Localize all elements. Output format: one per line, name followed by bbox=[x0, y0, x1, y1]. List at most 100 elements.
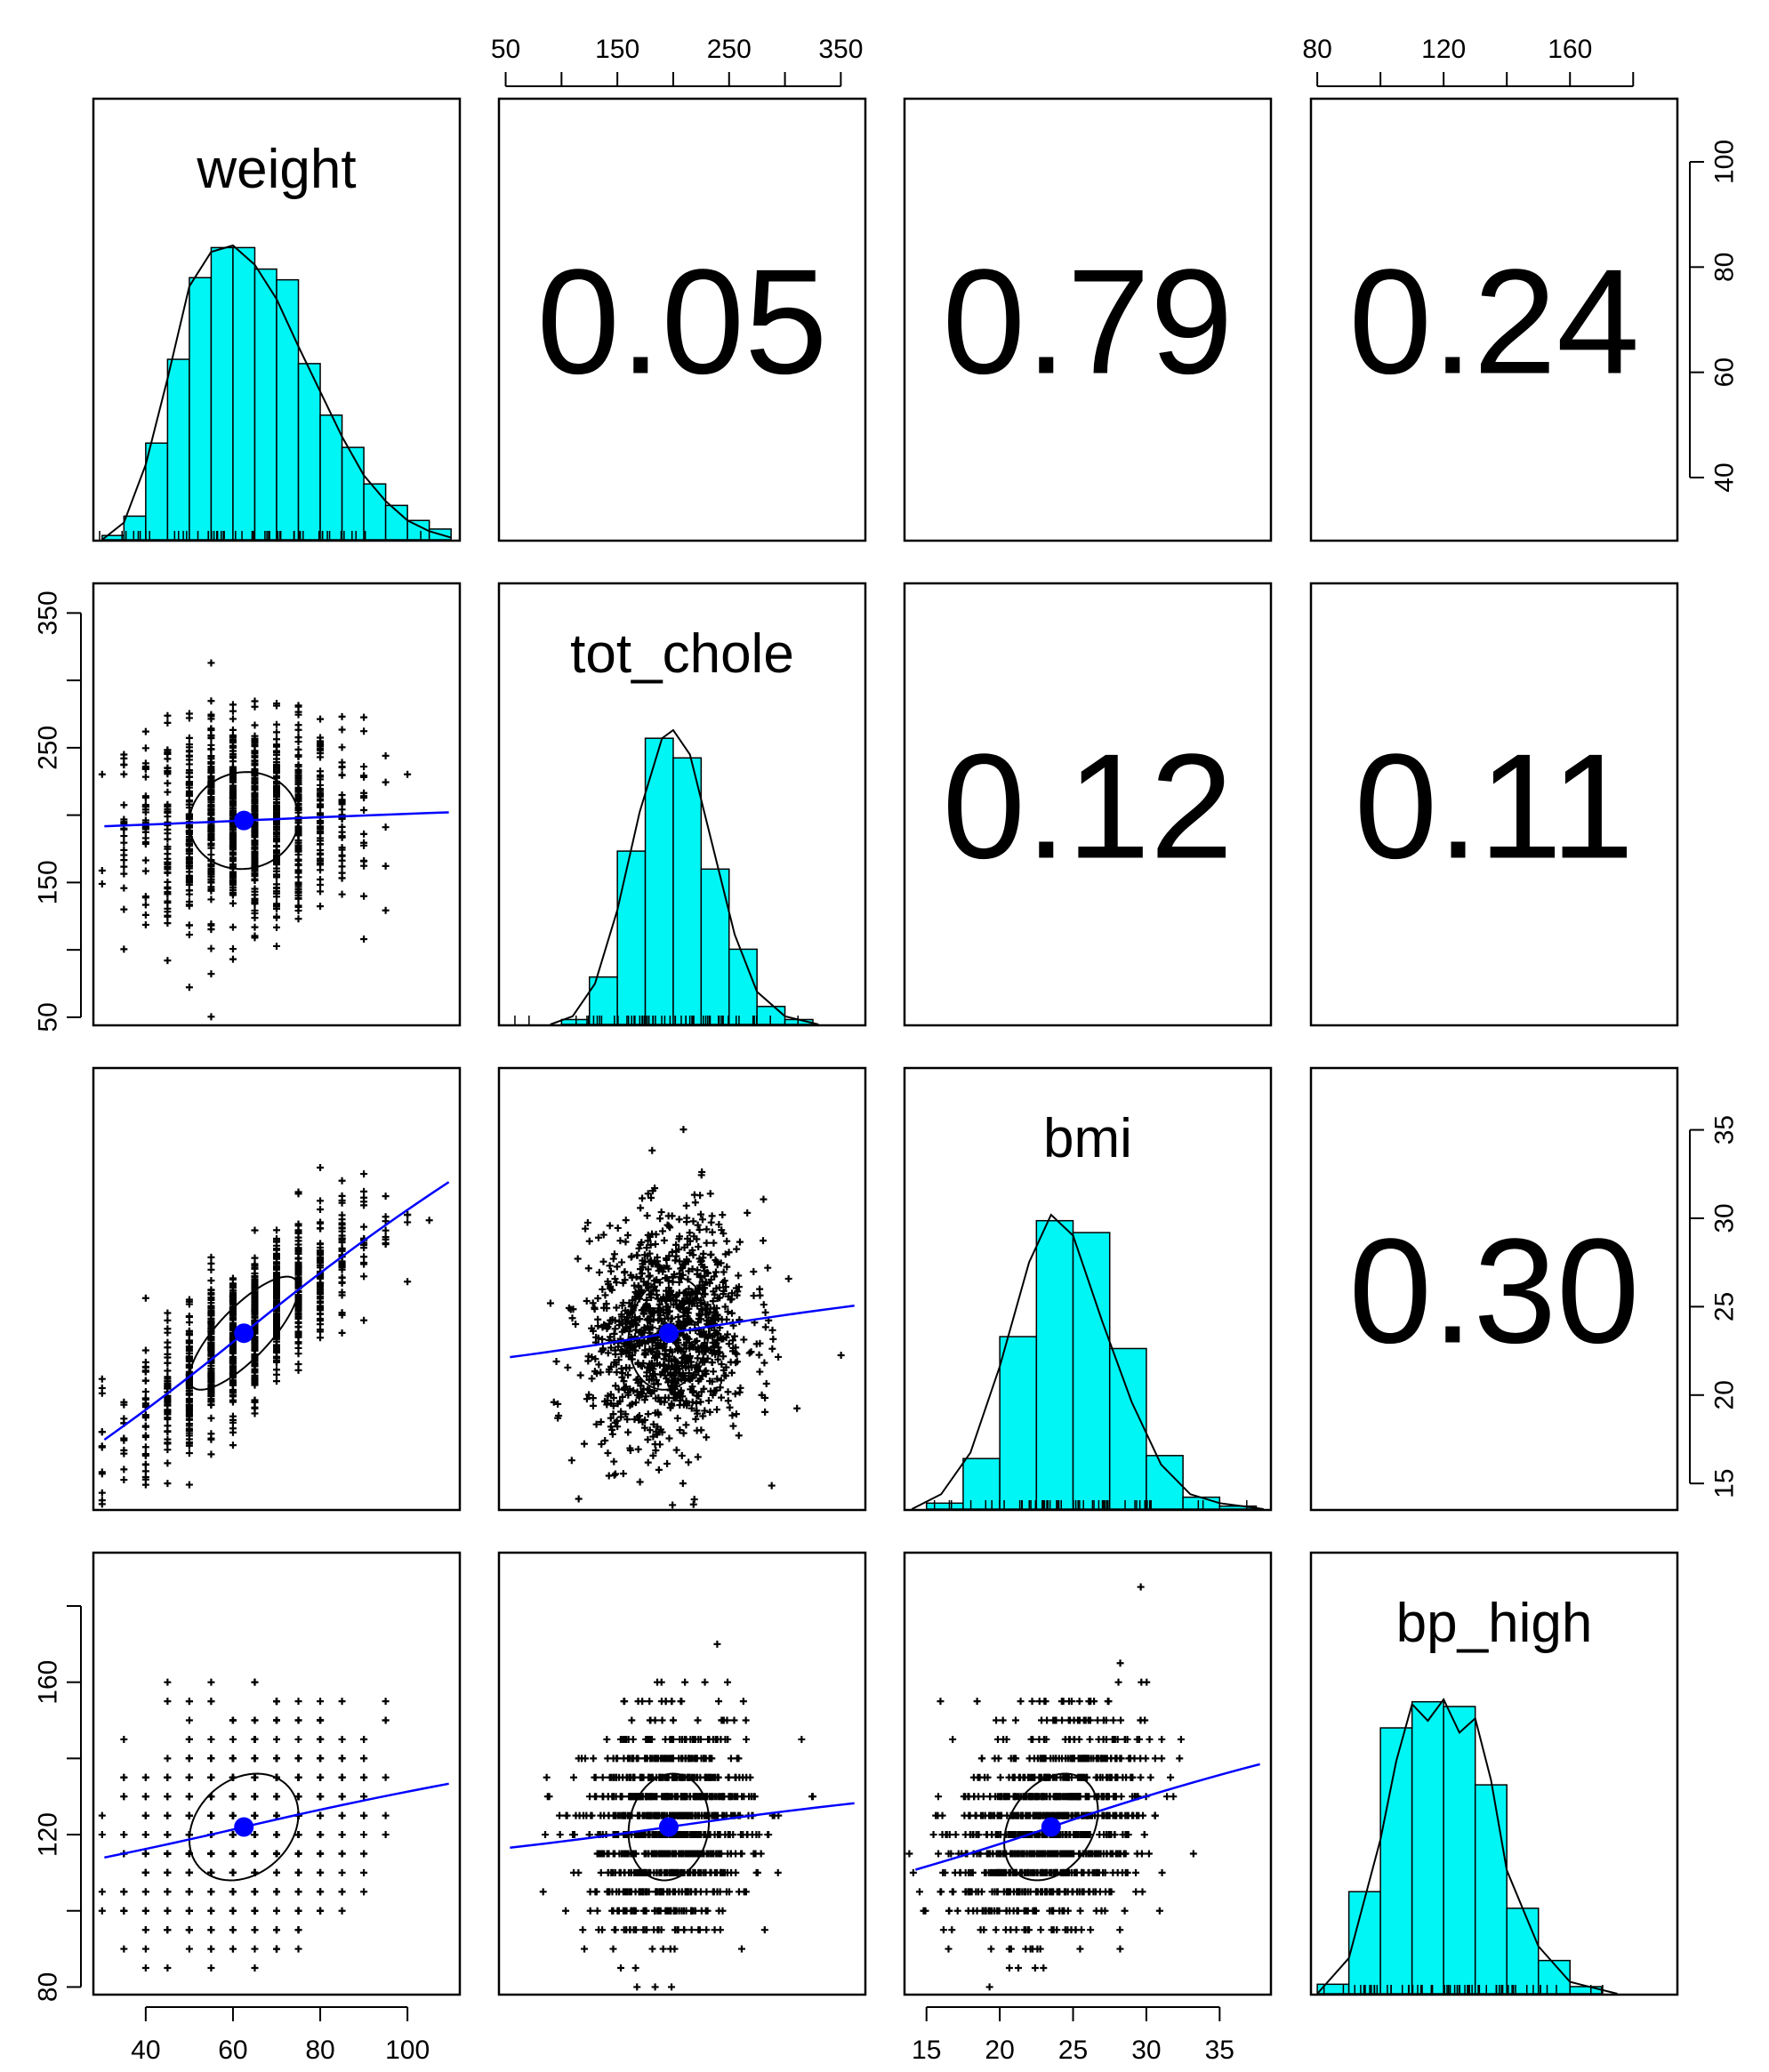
data-point bbox=[207, 1450, 215, 1458]
data-point bbox=[273, 1926, 280, 1934]
data-point bbox=[654, 1678, 662, 1686]
data-point bbox=[98, 1443, 106, 1451]
data-point bbox=[404, 770, 412, 778]
data-point bbox=[185, 1329, 193, 1337]
data-point bbox=[576, 1371, 584, 1379]
data-point bbox=[731, 1332, 739, 1340]
data-point bbox=[382, 1831, 390, 1839]
data-point bbox=[164, 1350, 172, 1358]
data-point bbox=[598, 1347, 606, 1355]
data-point bbox=[229, 1412, 237, 1420]
data-point bbox=[686, 1229, 694, 1237]
data-point bbox=[185, 1313, 193, 1321]
data-point bbox=[618, 1373, 626, 1381]
data-point bbox=[687, 1404, 696, 1412]
data-point bbox=[784, 1274, 792, 1282]
data-point bbox=[609, 1394, 617, 1401]
data-point bbox=[185, 734, 193, 742]
data-point bbox=[655, 1315, 663, 1323]
data-point bbox=[294, 1888, 302, 1896]
data-point bbox=[207, 833, 215, 841]
panel-frame bbox=[92, 1551, 462, 1996]
data-point bbox=[708, 1212, 716, 1220]
data-point bbox=[317, 846, 325, 854]
data-point bbox=[584, 1357, 592, 1365]
data-point bbox=[708, 1358, 716, 1366]
histogram-bar bbox=[728, 948, 758, 1025]
data-point bbox=[619, 1320, 627, 1328]
data-point bbox=[317, 1831, 325, 1839]
data-point bbox=[603, 1325, 611, 1333]
data-point bbox=[207, 839, 215, 847]
histogram-bar bbox=[319, 414, 343, 541]
data-point bbox=[736, 1384, 744, 1392]
data-point bbox=[338, 712, 346, 720]
data-point bbox=[655, 1410, 663, 1418]
data-point bbox=[251, 1793, 259, 1801]
data-point bbox=[273, 923, 280, 931]
mean-point bbox=[658, 1323, 679, 1344]
data-point bbox=[680, 1341, 688, 1349]
data-point bbox=[630, 1343, 638, 1351]
data-point bbox=[207, 788, 215, 796]
data-point bbox=[671, 1394, 679, 1402]
data-point bbox=[760, 1359, 768, 1367]
data-point bbox=[273, 1755, 280, 1763]
data-point bbox=[360, 727, 368, 735]
data-point bbox=[723, 1263, 731, 1271]
data-point bbox=[667, 1400, 675, 1408]
data-point bbox=[229, 855, 237, 863]
data-point bbox=[657, 1209, 665, 1217]
data-point bbox=[666, 1224, 674, 1232]
data-point bbox=[251, 932, 259, 940]
data-point bbox=[164, 813, 172, 821]
data-point bbox=[643, 1363, 651, 1371]
histogram-bar bbox=[145, 442, 169, 541]
data-point bbox=[98, 867, 106, 875]
data-point bbox=[674, 1338, 682, 1346]
data-point bbox=[251, 838, 259, 846]
data-point bbox=[251, 1397, 259, 1405]
data-point bbox=[294, 1945, 302, 1953]
data-point bbox=[164, 719, 172, 727]
data-point bbox=[251, 1773, 259, 1781]
data-point bbox=[207, 1265, 215, 1273]
data-point bbox=[724, 1388, 732, 1396]
data-point bbox=[229, 849, 237, 857]
data-point bbox=[98, 1907, 106, 1915]
data-point bbox=[756, 1291, 764, 1299]
data-point bbox=[229, 1381, 237, 1389]
data-point bbox=[675, 1305, 683, 1313]
data-point bbox=[680, 1359, 688, 1367]
data-point bbox=[623, 1416, 631, 1424]
data-point bbox=[360, 841, 368, 849]
data-point bbox=[575, 1495, 583, 1503]
data-point bbox=[641, 1346, 649, 1354]
fit-line bbox=[510, 1305, 855, 1359]
data-point bbox=[164, 1393, 172, 1401]
data-point bbox=[768, 1345, 776, 1353]
data-point bbox=[360, 1241, 368, 1249]
data-point bbox=[673, 1360, 681, 1368]
data-point bbox=[207, 1907, 215, 1915]
data-point bbox=[164, 1316, 172, 1324]
data-point bbox=[294, 1698, 302, 1706]
histogram-bar bbox=[232, 246, 256, 541]
data-point bbox=[696, 1298, 704, 1306]
data-point bbox=[207, 1253, 215, 1261]
data-point bbox=[164, 1850, 172, 1858]
data-point bbox=[643, 1300, 651, 1308]
data-point bbox=[360, 1811, 368, 1819]
data-point bbox=[649, 1433, 657, 1441]
data-point bbox=[672, 1252, 680, 1260]
data-point bbox=[646, 1249, 654, 1257]
data-point bbox=[761, 1408, 769, 1416]
data-point bbox=[251, 1226, 259, 1234]
data-point bbox=[185, 1735, 193, 1743]
data-point bbox=[760, 1195, 768, 1203]
data-point bbox=[338, 1811, 346, 1819]
data-point bbox=[338, 1735, 346, 1743]
data-point bbox=[693, 1407, 701, 1415]
data-point bbox=[317, 773, 325, 781]
fit-line bbox=[104, 1782, 449, 1859]
